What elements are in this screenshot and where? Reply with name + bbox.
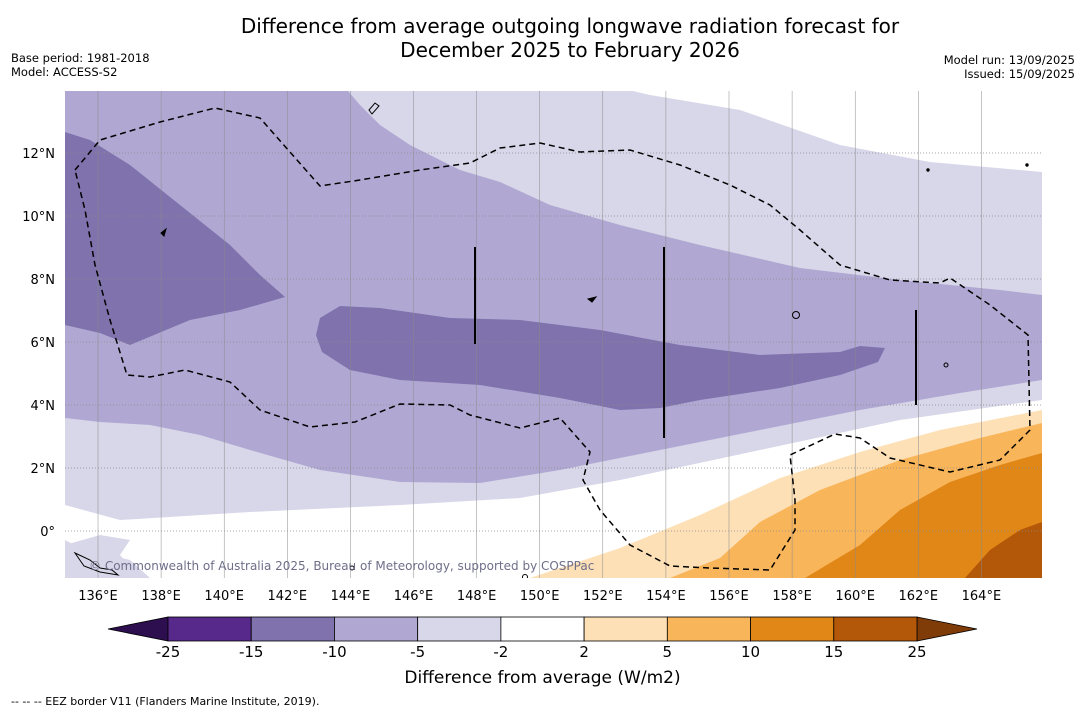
colorbar-tick-label: 25 xyxy=(907,643,927,661)
colorbar-tick-label: -2 xyxy=(493,643,509,661)
colorbar-tick-label: -5 xyxy=(410,643,426,661)
lat-label: 4°N xyxy=(31,399,56,414)
meta-right: Model run: 13/09/2025 Issued: 15/09/2025 xyxy=(944,53,1075,81)
longitude-ticks: 136°E 138°E 140°E 142°E 144°E 146°E 148°E 150°E… xyxy=(78,589,1001,604)
legend-footnote: -- -- -- EEZ border V11 (Flanders Marine… xyxy=(11,695,320,708)
lon-label: 136°E xyxy=(78,589,118,604)
lon-label: 162°E xyxy=(899,589,939,604)
lat-label: 8°N xyxy=(31,273,56,288)
colorbar-segment xyxy=(833,616,918,642)
colorbar-segment xyxy=(334,616,419,642)
lon-label: 160°E xyxy=(835,589,875,604)
band-plus10 xyxy=(805,453,1042,578)
islands xyxy=(73,102,1029,578)
title-line-1: Difference from average outgoing longwav… xyxy=(240,14,900,38)
title-line-2: December 2025 to February 2026 xyxy=(400,38,740,62)
lat-label: 12°N xyxy=(22,147,55,162)
issued-date: Issued: 15/09/2025 xyxy=(964,67,1075,81)
lon-label: 144°E xyxy=(331,589,371,604)
colorbar-segment xyxy=(167,616,252,642)
lon-label: 164°E xyxy=(962,589,1002,604)
chart-title: Difference from average outgoing longwav… xyxy=(170,14,970,62)
lat-label: 10°N xyxy=(22,210,55,225)
latitude-ticks: 12°N 10°N 8°N 6°N 4°N 2°N 0° xyxy=(22,147,55,540)
base-period: Base period: 1981-2018 xyxy=(11,51,150,65)
band-minus15-central xyxy=(316,306,885,410)
map-panel: © Commonwealth of Australia 2025, Bureau… xyxy=(65,91,1042,578)
lat-label: 6°N xyxy=(31,336,56,351)
eez-border xyxy=(74,107,1031,571)
band-minus15-west xyxy=(65,132,285,345)
colorbar-segment xyxy=(583,616,668,642)
colorbar-segment xyxy=(750,616,835,642)
colorbar-tick-label: -15 xyxy=(238,643,264,661)
lon-label: 148°E xyxy=(457,589,497,604)
colorbar-tick-label: -10 xyxy=(322,643,347,661)
colorbar-tick-label: -25 xyxy=(155,643,181,661)
copyright-text: © Commonwealth of Australia 2025, Bureau… xyxy=(89,559,594,573)
colorbar xyxy=(107,616,978,642)
colorbar-tick-label: 15 xyxy=(824,643,844,661)
model-name: Model: ACCESS-S2 xyxy=(11,65,118,79)
lon-label: 152°E xyxy=(583,589,623,604)
colorbar-segment xyxy=(417,616,502,642)
lon-label: 156°E xyxy=(709,589,749,604)
gridlines xyxy=(65,91,1042,578)
lon-label: 150°E xyxy=(520,589,560,604)
colorbar-tick-label: 5 xyxy=(662,643,673,661)
band-minus10 xyxy=(65,91,1042,483)
meta-left: Base period: 1981-2018 Model: ACCESS-S2 xyxy=(11,51,150,79)
colorbar-tick-label: 2 xyxy=(579,643,589,661)
colorbar-segment xyxy=(500,616,585,642)
band-plus15 xyxy=(965,522,1042,578)
band-minus5-sw xyxy=(65,535,140,578)
colorbar-segment xyxy=(250,616,335,642)
lat-label: 0° xyxy=(40,525,55,540)
lon-label: 146°E xyxy=(394,589,434,604)
lon-label: 142°E xyxy=(268,589,308,604)
lon-label: 138°E xyxy=(141,589,181,604)
colorbar-segment xyxy=(666,616,751,642)
model-run: Model run: 13/09/2025 xyxy=(943,53,1075,67)
lon-label: 158°E xyxy=(772,589,812,604)
lon-label: 140°E xyxy=(204,589,244,604)
colorbar-under-arrow xyxy=(107,616,169,642)
colorbar-title: Difference from average (W/m2) xyxy=(404,668,681,688)
lon-label: 154°E xyxy=(646,589,686,604)
band-neutral xyxy=(65,91,1042,578)
colorbar-tick-label: 10 xyxy=(741,643,761,661)
lat-label: 2°N xyxy=(31,462,56,477)
colorbar-over-arrow xyxy=(916,616,978,642)
